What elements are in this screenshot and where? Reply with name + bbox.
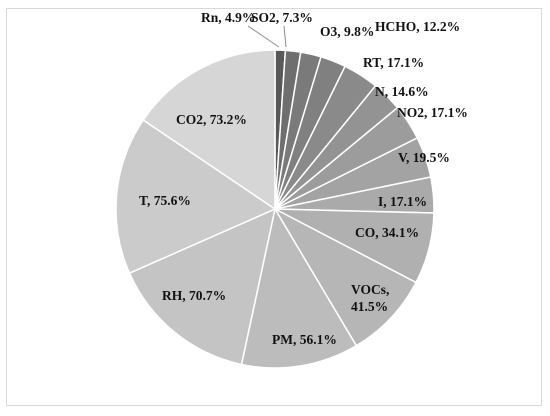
slice-label-pm: PM, 56.1% <box>272 332 337 347</box>
slice-label-v: V, 19.5% <box>398 150 450 165</box>
slice-label-so2: SO2, 7.3% <box>251 10 313 25</box>
slice-label-rt: RT, 17.1% <box>363 55 424 70</box>
slice-labels: Rn, 4.9%SO2, 7.3% O3, 9.8% HCHO, 12.2% RT, … <box>139 10 468 347</box>
pie-slice-co2 <box>142 49 276 211</box>
pie-slice-vocs <box>273 207 418 347</box>
leader-line <box>283 25 287 48</box>
pie-slices <box>115 49 435 369</box>
pie-slice-pm <box>240 206 358 369</box>
slice-label-rh: RH, 70.7% <box>162 288 226 303</box>
leader-line <box>247 25 280 48</box>
slice-label-co2: CO2, 73.2% <box>176 112 247 127</box>
slice-label-i: I, 17.1% <box>378 194 427 209</box>
slice-label-hcho: HCHO, 12.2% <box>375 19 460 34</box>
slice-label-no2: NO2, 17.1% <box>397 105 468 120</box>
pie-slice-rh <box>128 207 277 366</box>
pie-slice-t <box>115 118 277 275</box>
leader-lines <box>247 25 287 48</box>
slice-label-o3: O3, 9.8% <box>320 24 374 39</box>
slice-label-n: N, 14.6% <box>375 84 429 99</box>
slice-label-vocs: VOCs, 41.5% <box>351 282 389 314</box>
slice-label-rn: Rn, 4.9% <box>201 10 255 25</box>
slice-label-t: T, 75.6% <box>139 193 191 208</box>
slice-label-co: CO, 34.1% <box>355 225 419 240</box>
